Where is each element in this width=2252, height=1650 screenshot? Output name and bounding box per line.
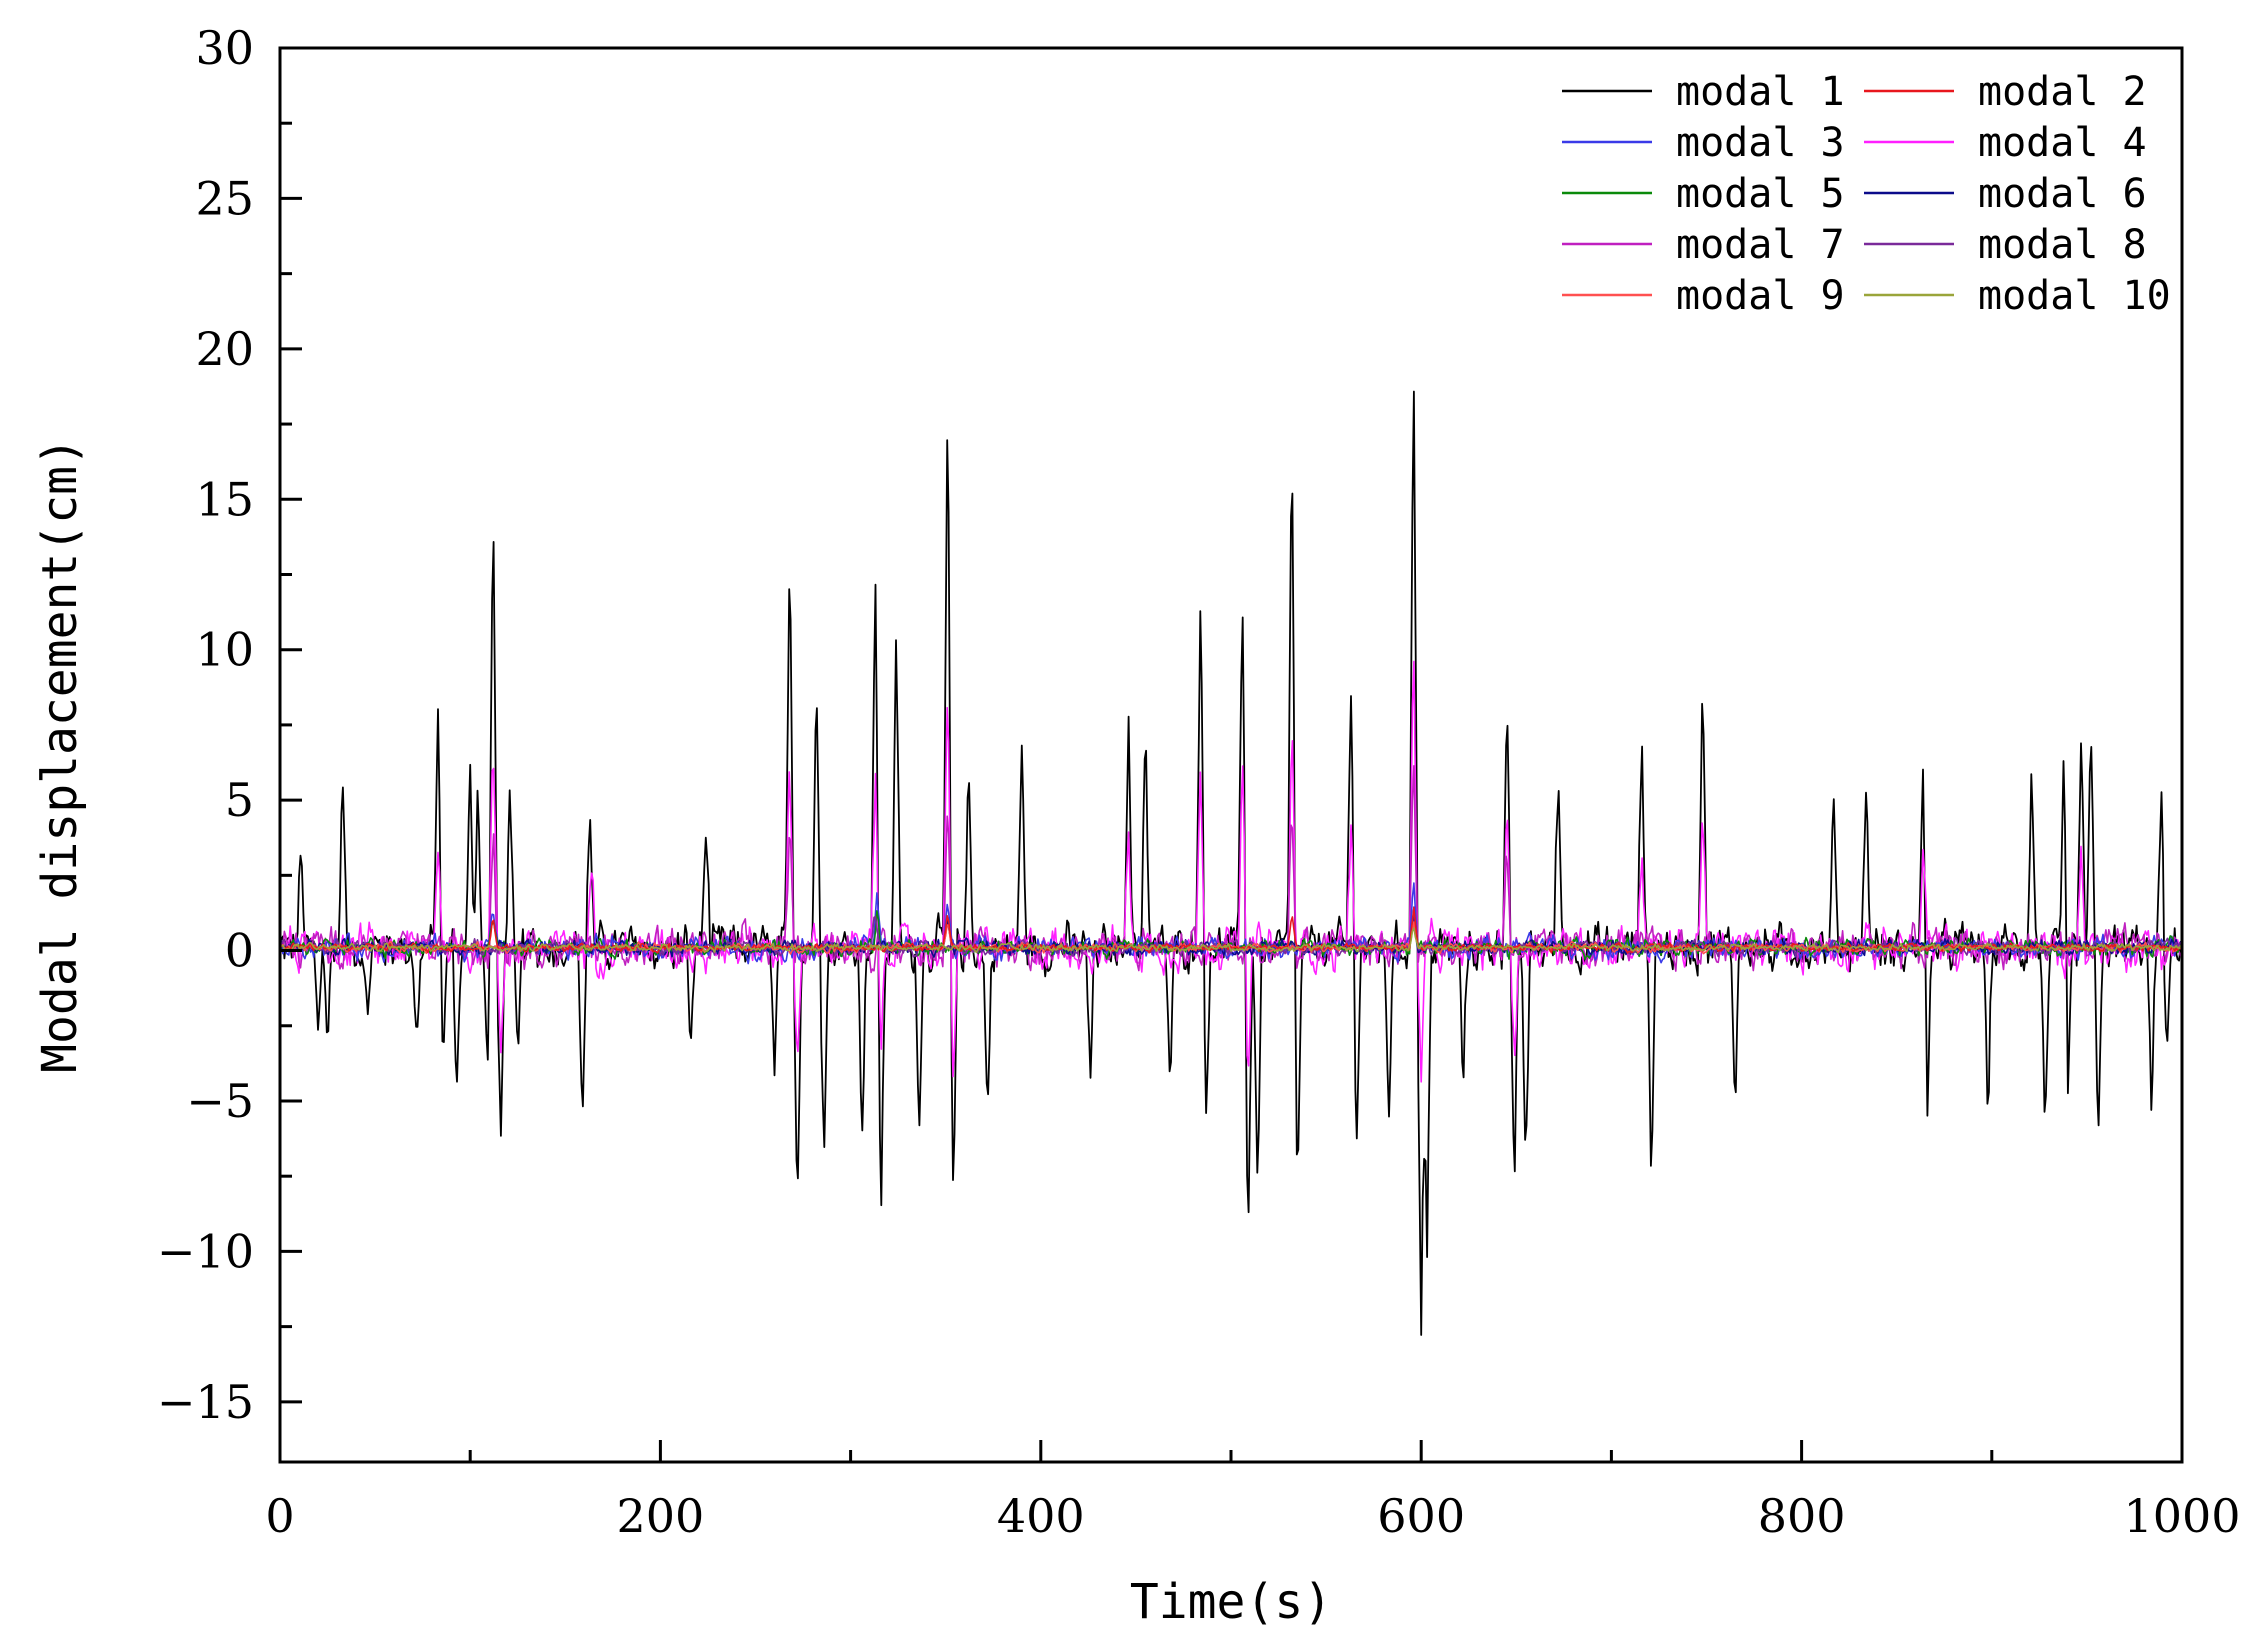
legend-entry: modal 9 xyxy=(1676,273,1845,319)
legend-entry: modal 5 xyxy=(1676,171,1845,217)
legend-entry: modal 7 xyxy=(1676,222,1845,268)
x-tick-label: 400 xyxy=(997,1489,1085,1543)
x-tick-label: 600 xyxy=(1377,1489,1465,1543)
y-tick-label: 15 xyxy=(195,472,254,526)
y-tick-label: −5 xyxy=(186,1074,254,1128)
y-tick-label: 0 xyxy=(225,924,254,978)
series-layer xyxy=(279,390,2183,1336)
y-axis-title: Modal displacement(cm) xyxy=(32,437,88,1073)
y-tick-label: 5 xyxy=(225,773,254,827)
legend-entry: modal 2 xyxy=(1978,69,2147,115)
y-tick-label: −15 xyxy=(157,1375,254,1429)
legend: modal 1 modal 2 modal 3 modal 4 modal 5 modal… xyxy=(1562,69,2171,319)
x-tick-label: 200 xyxy=(616,1489,704,1543)
x-tick-label: 1000 xyxy=(2123,1489,2240,1543)
series-line-modal-10 xyxy=(279,927,2183,954)
legend-entry: modal 4 xyxy=(1978,120,2147,166)
y-tick-label: 20 xyxy=(195,322,254,376)
x-axis-title: Time(s) xyxy=(1130,1574,1332,1630)
x-tick-label: 800 xyxy=(1758,1489,1846,1543)
legend-entry: modal 3 xyxy=(1676,120,1845,166)
x-axis: 0 200 400 600 800 1000 xyxy=(265,1440,2241,1543)
legend-entry: modal 10 xyxy=(1978,273,2171,319)
y-tick-label: −10 xyxy=(157,1224,254,1278)
x-tick-label: 0 xyxy=(265,1489,294,1543)
legend-entry: modal 6 xyxy=(1978,171,2147,217)
y-tick-label: 30 xyxy=(195,21,254,75)
legend-entry: modal 8 xyxy=(1978,222,2147,268)
legend-entry: modal 1 xyxy=(1676,69,1845,115)
y-axis: −15 −10 −5 0 5 10 15 20 25 30 xyxy=(157,21,302,1429)
y-tick-label: 10 xyxy=(195,623,254,677)
y-tick-label: 25 xyxy=(195,171,254,225)
